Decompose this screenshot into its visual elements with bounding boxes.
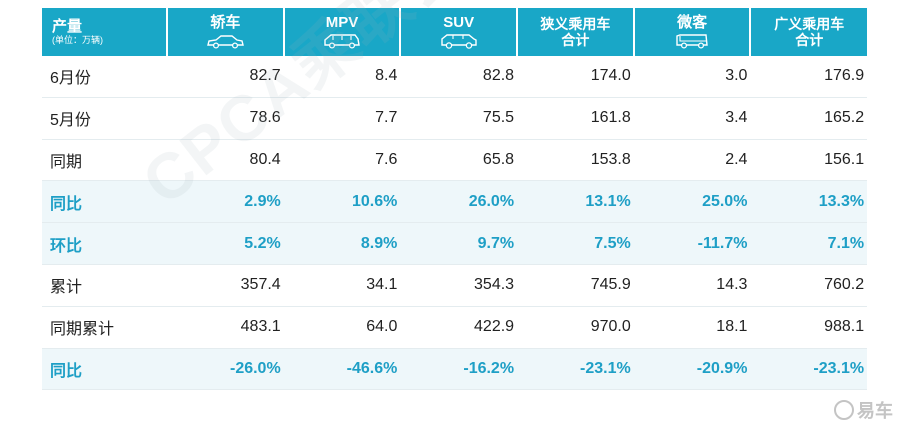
header-row: 产量 (单位：万辆) 轿车 MPV — [42, 8, 868, 56]
table-row: 累计 357.4 34.1 354.3 745.9 14.3 760.2 — [42, 264, 868, 307]
table-cell: 760.2 — [750, 264, 868, 307]
header-label: 轿车 — [210, 14, 241, 31]
table-cell: 8.9% — [283, 222, 401, 265]
table-row: 同比 -26.0% -46.6% -16.2% -23.1% -20.9% -23.1% — [42, 348, 868, 391]
table-row: 5月份 78.6 7.7 75.5 161.8 3.4 165.2 — [42, 97, 868, 140]
table-cell: 82.7 — [167, 56, 284, 98]
table-cell: 34.1 — [283, 264, 401, 307]
table-cell: 2.9% — [167, 180, 284, 224]
table-cell: 357.4 — [167, 264, 284, 307]
sedan-icon — [207, 35, 245, 49]
table-cell: 10.6% — [283, 180, 401, 224]
table-cell: 422.9 — [400, 306, 518, 349]
corner-unit: (单位：万辆) — [52, 34, 103, 45]
table-cell: 13.1% — [517, 180, 634, 224]
table-row: 同期 80.4 7.6 65.8 153.8 2.4 156.1 — [42, 139, 868, 182]
header-narrow-total: 狭义乘用车 合计 — [517, 8, 635, 56]
table-cell: 745.9 — [517, 264, 634, 307]
table-cell: 8.4 — [283, 56, 401, 98]
table-cell: 14.3 — [633, 264, 751, 307]
header-label-line1: 广义乘用车 — [774, 16, 845, 32]
header-sedan: 轿车 — [167, 8, 285, 56]
table-cell: 988.1 — [750, 306, 868, 349]
table-cell: -23.1% — [750, 348, 868, 391]
table-cell: 165.2 — [750, 97, 868, 140]
table-cell: 354.3 — [400, 264, 518, 307]
table-cell: 80.4 — [167, 139, 284, 182]
table-row: 6月份 82.7 8.4 82.8 174.0 3.0 176.9 — [42, 56, 868, 98]
table-cell: 970.0 — [517, 306, 634, 349]
table-cell: 65.8 — [400, 139, 518, 182]
yiche-logo: 易车 — [834, 397, 893, 423]
row-label: 同比 — [42, 180, 167, 224]
table-cell: 5.2% — [167, 222, 284, 265]
table-cell: -16.2% — [400, 348, 518, 391]
table-cell: 75.5 — [400, 97, 518, 140]
table-cell: 18.1 — [633, 306, 751, 349]
row-label: 同比 — [42, 348, 167, 391]
header-minivan: 微客 — [633, 8, 752, 56]
table-cell: -11.7% — [633, 222, 751, 265]
header-mpv: MPV — [283, 8, 402, 56]
table-cell: 7.5% — [517, 222, 634, 265]
mpv-icon — [324, 34, 360, 49]
table-cell: 3.0 — [633, 56, 751, 98]
table-row: 环比 5.2% 8.9% 9.7% 7.5% -11.7% 7.1% — [42, 222, 868, 265]
header-broad-total: 广义乘用车 合计 — [750, 8, 868, 56]
table-cell: 26.0% — [400, 180, 518, 224]
table-cell: 9.7% — [400, 222, 518, 265]
minivan-icon — [676, 34, 708, 49]
table-cell: -46.6% — [283, 348, 401, 391]
suv-icon — [441, 34, 477, 49]
row-label: 同期 — [42, 139, 167, 182]
table-cell: 483.1 — [167, 306, 284, 349]
row-label: 累计 — [42, 264, 167, 307]
table-cell: -26.0% — [167, 348, 284, 391]
table-row: 同比 2.9% 10.6% 26.0% 13.1% 25.0% 13.3% — [42, 180, 868, 224]
table-cell: 3.4 — [633, 97, 751, 140]
production-table-container: 产量 (单位：万辆) 轿车 MPV — [42, 8, 868, 391]
table-cell: 25.0% — [633, 180, 751, 224]
row-label: 同期累计 — [42, 306, 167, 349]
logo-text: 易车 — [857, 401, 893, 421]
header-label-line2: 合计 — [795, 32, 824, 48]
table-cell: 153.8 — [517, 139, 634, 182]
table-cell: 161.8 — [517, 97, 634, 140]
row-label: 5月份 — [42, 97, 167, 140]
header-label-line2: 合计 — [561, 32, 590, 48]
table-cell: 2.4 — [633, 139, 751, 182]
table-row: 同期累计 483.1 64.0 422.9 970.0 18.1 988.1 — [42, 306, 868, 349]
table-cell: 7.7 — [283, 97, 401, 140]
table-cell: 13.3% — [750, 180, 868, 224]
header-label-line1: 狭义乘用车 — [540, 16, 611, 32]
logo-ring-icon — [834, 400, 854, 420]
header-label: SUV — [443, 14, 475, 31]
table-cell: 156.1 — [750, 139, 868, 182]
table-cell: 78.6 — [167, 97, 284, 140]
header-label: 微客 — [677, 14, 708, 31]
table-cell: 7.6 — [283, 139, 401, 182]
header-corner: 产量 (单位：万辆) — [42, 8, 168, 56]
production-table: 产量 (单位：万辆) 轿车 MPV — [42, 8, 868, 391]
table-cell: 174.0 — [517, 56, 634, 98]
header-label: MPV — [325, 14, 359, 31]
table-cell: -23.1% — [517, 348, 634, 391]
row-label: 6月份 — [42, 56, 167, 98]
row-label: 环比 — [42, 222, 167, 265]
header-suv: SUV — [400, 8, 519, 56]
table-cell: -20.9% — [633, 348, 751, 391]
table-cell: 176.9 — [750, 56, 868, 98]
table-body: 6月份 82.7 8.4 82.8 174.0 3.0 176.9 5月份 78.6 7.7 75.… — [42, 56, 868, 391]
table-cell: 82.8 — [400, 56, 518, 98]
table-cell: 7.1% — [750, 222, 868, 265]
corner-title: 产量 — [52, 17, 83, 35]
table-cell: 64.0 — [283, 306, 401, 349]
